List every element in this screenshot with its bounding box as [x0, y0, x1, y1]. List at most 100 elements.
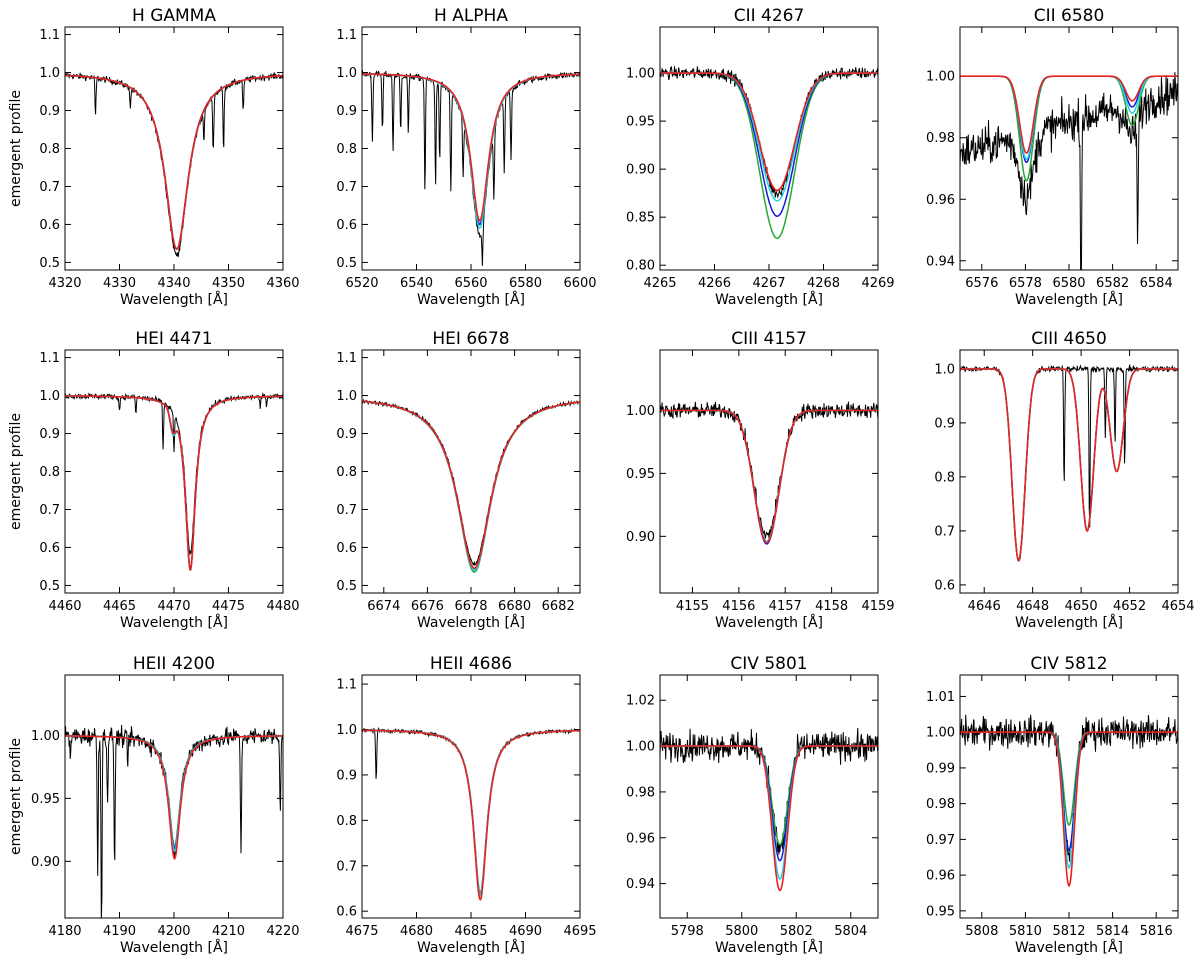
panel-title: CII 6580: [1034, 6, 1105, 26]
series-model-cyan: [960, 368, 1178, 562]
y-tick-label: 0.9: [39, 427, 60, 442]
y-tick-label: 0.95: [926, 904, 955, 919]
plot-frame: [64, 674, 284, 919]
series-model-red: [65, 74, 283, 250]
series-model-red: [960, 731, 1178, 888]
panel-heii-4686: HEII 4686 4675 4680 4685 4690 4695 0.6 0.7 0.8 0.…: [336, 654, 596, 956]
y-tick-label: 0.95: [626, 115, 655, 130]
x-tick-label: 4157: [769, 599, 802, 614]
y-tick-label: 1.1: [39, 28, 60, 43]
y-tick-label: 0.7: [39, 180, 60, 195]
x-tick-label: 4654: [1161, 599, 1194, 614]
y-tick-label: 1.00: [626, 67, 655, 82]
plot-area: [960, 364, 1178, 562]
x-tick-label: 4269: [861, 276, 894, 291]
plot-area: [65, 724, 283, 918]
x-axis-label: Wavelength [Å]: [715, 291, 823, 308]
y-tick-label: 0.80: [626, 259, 655, 274]
x-tick-label: 4480: [266, 599, 299, 614]
series-model-green: [960, 731, 1178, 827]
x-tick-label: 5802: [780, 924, 813, 939]
series-observed: [362, 398, 580, 567]
plot-frame: [361, 349, 581, 594]
plot-area: [362, 726, 580, 902]
x-tick-label: 4155: [676, 599, 709, 614]
panel-heii-4200: HEII 4200 4180 4190 4200 4210 4220 0.90 0.95 1.0…: [8, 654, 300, 956]
panel-title: CII 4267: [734, 6, 805, 26]
y-tick-label: 0.7: [336, 503, 357, 518]
panel-title: CIII 4157: [731, 329, 807, 349]
x-tick-label: 5808: [965, 924, 998, 939]
y-tick-label: 0.6: [336, 541, 357, 556]
x-tick-label: 4158: [815, 599, 848, 614]
plot-area: [660, 66, 878, 240]
plot-frame: [64, 26, 284, 271]
y-tick-label: 0.5: [39, 579, 60, 594]
y-tick-label: 0.95: [31, 792, 60, 807]
x-axis-label: Wavelength [Å]: [120, 614, 228, 631]
series-model-red: [362, 729, 580, 902]
x-tick-label: 4190: [103, 924, 136, 939]
y-tick-label: 1.0: [39, 389, 60, 404]
y-tick-label: 1.00: [626, 740, 655, 755]
series-model-blue: [660, 409, 878, 545]
series-observed: [660, 401, 878, 540]
y-axis-label: emergent profile: [8, 90, 24, 207]
y-tick-label: 0.95: [626, 467, 655, 482]
series-model-red: [362, 400, 580, 570]
series-model-blue: [960, 731, 1178, 852]
y-tick-label: 1.1: [336, 678, 357, 693]
panel-title: CIV 5801: [730, 654, 807, 674]
x-tick-label: 4350: [212, 276, 245, 291]
series-model-red: [65, 395, 283, 571]
plot-area: [362, 398, 580, 573]
y-tick-label: 0.94: [926, 254, 955, 269]
x-tick-label: 4156: [722, 599, 755, 614]
y-tick-label: 1.0: [336, 389, 357, 404]
panel-cii-6580: CII 6580 6576 6578 6580 6582 6584 0.94 0.96 0.98…: [926, 6, 1179, 308]
x-tick-label: 4200: [157, 924, 190, 939]
series-model-red: [660, 72, 878, 192]
y-tick-label: 0.8: [336, 814, 357, 829]
x-tick-label: 4695: [563, 924, 596, 939]
x-axis-label: Wavelength [Å]: [417, 291, 525, 308]
x-tick-label: 6580: [509, 276, 542, 291]
plot-frame: [659, 26, 879, 271]
panel-civ-5812: CIV 5812 5808 5810 5812 5814 5816 0.95 0.96 0.97…: [926, 654, 1179, 956]
x-tick-label: 4646: [968, 599, 1001, 614]
x-tick-label: 6680: [498, 599, 531, 614]
series-model-cyan: [960, 731, 1178, 870]
x-tick-label: 4267: [752, 276, 785, 291]
series-model-red: [362, 73, 580, 222]
y-tick-label: 0.7: [336, 859, 357, 874]
x-tick-label: 5798: [671, 924, 704, 939]
series-model-green: [660, 72, 878, 240]
y-tick-label: 0.98: [926, 131, 955, 146]
series-observed: [960, 72, 1178, 270]
panel-civ-5801: CIV 5801 5798 5800 5802 5804 0.94 0.96 0.98 1.00…: [626, 654, 879, 956]
plot-area: [660, 727, 878, 892]
series-model-blue: [362, 400, 580, 571]
series-model-green: [960, 368, 1178, 562]
series-model-blue: [660, 72, 878, 217]
plot-area: [362, 69, 580, 266]
y-tick-label: 0.9: [336, 768, 357, 783]
x-tick-label: 6674: [367, 599, 400, 614]
y-tick-label: 0.6: [336, 218, 357, 233]
plot-frame: [361, 26, 581, 271]
panel-title: HEII 4200: [133, 654, 215, 674]
x-tick-label: 6540: [400, 276, 433, 291]
y-tick-label: 1.1: [39, 351, 60, 366]
x-tick-label: 4680: [400, 924, 433, 939]
series-model-red: [960, 368, 1178, 562]
x-tick-label: 5812: [1052, 924, 1085, 939]
y-tick-label: 0.96: [926, 193, 955, 208]
x-tick-label: 4652: [1113, 599, 1146, 614]
x-axis-label: Wavelength [Å]: [120, 939, 228, 956]
series-observed: [65, 724, 283, 918]
panel-ciii-4650: CIII 4650 4646 4648 4650 4652 4654 0.6 0.7 0.8 0.…: [934, 329, 1194, 631]
x-axis-label: Wavelength [Å]: [1015, 939, 1123, 956]
x-tick-label: 4360: [266, 276, 299, 291]
x-tick-label: 5810: [1009, 924, 1042, 939]
